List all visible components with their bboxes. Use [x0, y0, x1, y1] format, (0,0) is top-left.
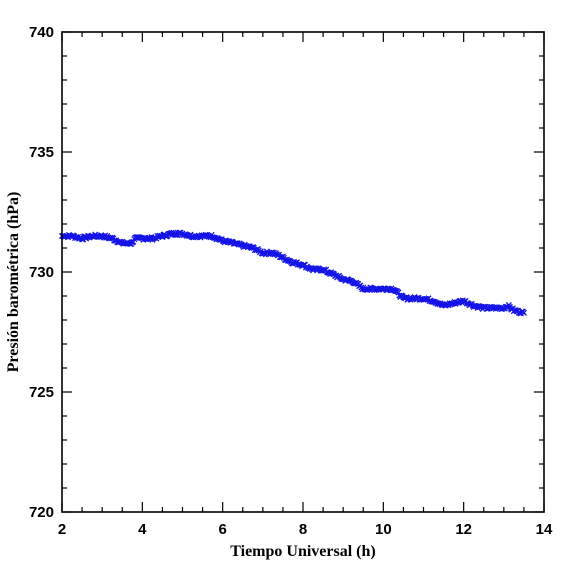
x-tick-label: 14 — [536, 521, 553, 538]
data-point — [453, 299, 460, 306]
y-tick-label: 720 — [29, 504, 54, 521]
y-axis-label: Presión barométrica (hPa) — [5, 192, 22, 373]
axis-ticks — [61, 31, 545, 513]
x-tick-label: 2 — [58, 521, 66, 538]
x-tick-label: 4 — [138, 521, 147, 538]
y-tick-labels: 720 725 730 735 740 — [29, 24, 54, 521]
data-point — [520, 309, 527, 316]
data-series — [58, 229, 527, 317]
y-tick-label: 730 — [29, 264, 54, 281]
y-tick-label: 740 — [29, 24, 54, 41]
x-tick-label: 10 — [375, 521, 392, 538]
y-tick-label: 735 — [29, 144, 54, 161]
x-tick-label: 12 — [455, 521, 472, 538]
x-tick-label: 6 — [218, 521, 226, 538]
x-tick-label: 8 — [299, 521, 307, 538]
y-tick-label: 725 — [29, 384, 54, 401]
x-tick-labels: 2 4 6 8 10 12 14 — [58, 521, 553, 538]
x-axis-label: Tiempo Universal (h) — [230, 543, 375, 560]
plot-frame — [61, 31, 545, 513]
